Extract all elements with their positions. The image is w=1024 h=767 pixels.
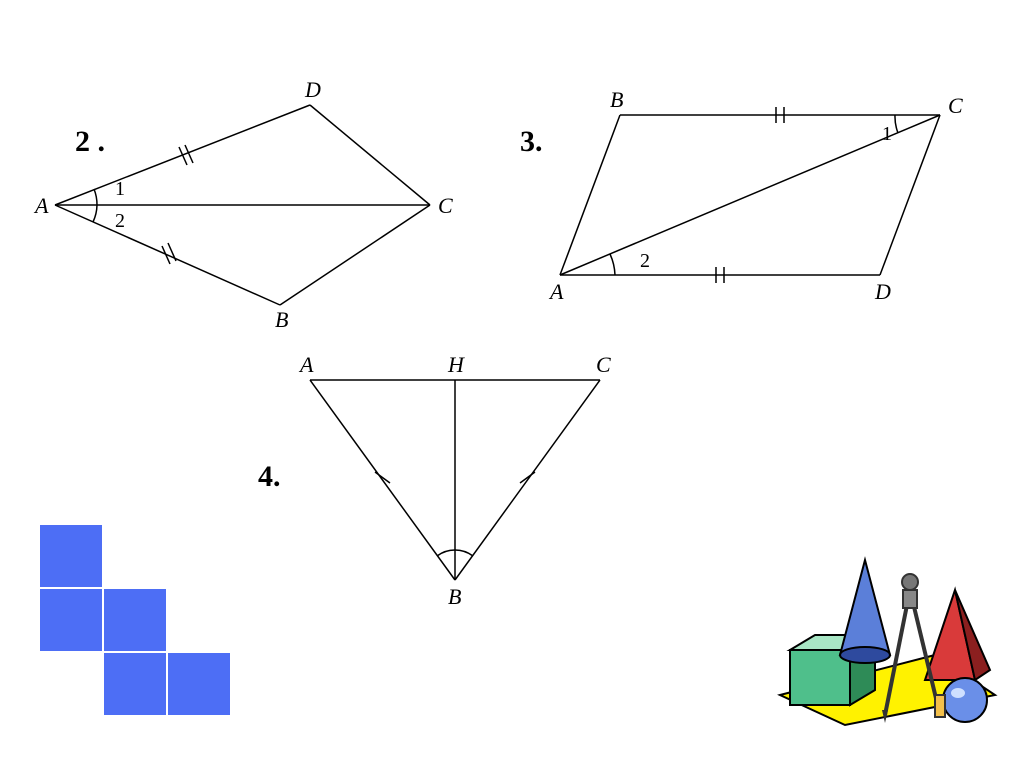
vertex-B4: B [448, 584, 461, 609]
vertex-D3: D [874, 279, 891, 304]
vertex-D: D [304, 77, 321, 102]
angle-1: 1 [115, 178, 125, 200]
vertex-C3: C [948, 93, 963, 118]
angle-2: 2 [115, 210, 125, 232]
cone-icon [840, 560, 890, 663]
problem-2-diagram: A D C B 1 2 [30, 75, 460, 335]
vertex-C: C [438, 193, 453, 218]
vertex-A3: A [548, 279, 564, 304]
problem-3-diagram: B C A D 1 2 [540, 85, 980, 315]
geometry-clipart [770, 520, 1000, 730]
vertex-C4: C [596, 352, 611, 377]
angle-2-p3: 2 [640, 250, 650, 272]
vertex-B: B [275, 307, 288, 332]
vertex-A: A [33, 193, 49, 218]
vertex-B3: B [610, 87, 623, 112]
pyramid-icon [925, 590, 990, 680]
blue-squares-decor [40, 525, 240, 725]
angle-1-p3: 1 [882, 123, 892, 145]
vertex-H4: H [447, 352, 465, 377]
vertex-A4: A [298, 352, 314, 377]
problem-4-diagram: A H C B [280, 340, 640, 620]
problem-4-label: 4. [258, 460, 281, 494]
sphere-icon [943, 678, 987, 722]
